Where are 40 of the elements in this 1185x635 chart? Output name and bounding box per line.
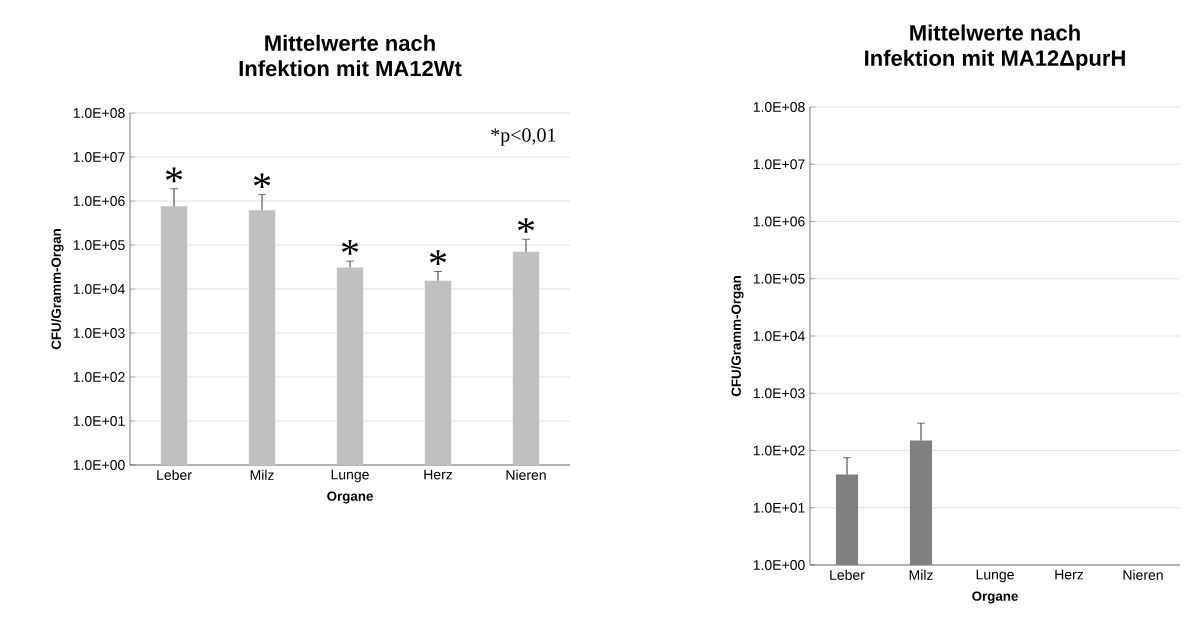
chart-title: Mittelwerte nach Infektion mit MA12Wt [239,34,462,77]
x-tick-label: Leber [157,469,192,480]
x-axis-title: Organe [972,591,1018,604]
chart-title: Mittelwerte nach Infektion mit MA12ΔpurH [865,24,1125,71]
x-tick-label: Lunge [976,569,1014,583]
y-tick-label: 1.0E+07 [73,152,125,162]
y-tick-label: 1.0E+05 [73,240,125,250]
y-tick-label: 1.0E+08 [73,108,125,118]
y-tick-label: 1.0E+01 [73,416,125,426]
y-tick-label: 1.0E+00 [753,560,805,570]
y-tick-label: 1.0E+05 [753,273,805,284]
y-tick-label: 1.0E+03 [73,328,125,338]
x-tick-label: Leber [830,569,865,580]
annotation: * [517,218,535,233]
y-tick-label: 1.0E+07 [753,159,805,170]
x-tick-label: Nieren [506,469,546,480]
y-axis-title: CFU/Gramm-Organ [51,229,64,350]
y-tick-label: 1.0E+02 [753,445,805,456]
y-tick-label: 1.0E+03 [753,388,805,399]
x-tick-label: Herz [424,469,453,480]
x-tick-label: Milz [250,469,274,480]
y-tick-label: 1.0E+02 [73,372,125,382]
x-tick-label: Herz [1055,569,1084,580]
annotation: *p<0,01 [491,128,556,146]
y-tick-label: 1.0E+06 [753,216,805,227]
annotation: * [429,250,447,266]
y-tick-label: 1.0E+00 [73,460,125,470]
x-axis-title: Organe [327,491,373,504]
y-tick-label: 1.0E+06 [73,196,125,206]
y-tick-label: 1.0E+04 [73,284,125,294]
annotation: * [253,173,271,189]
y-tick-label: 1.0E+01 [753,502,805,513]
x-tick-label: Nieren [1123,569,1163,580]
annotation: * [165,167,183,183]
x-tick-label: Milz [909,569,933,580]
y-axis-title: CFU/Gramm-Organ [731,276,744,397]
y-tick-label: 1.0E+04 [753,331,805,341]
annotation: * [341,240,359,255]
x-tick-label: Lunge [331,469,369,483]
y-tick-label: 1.0E+08 [753,102,805,112]
